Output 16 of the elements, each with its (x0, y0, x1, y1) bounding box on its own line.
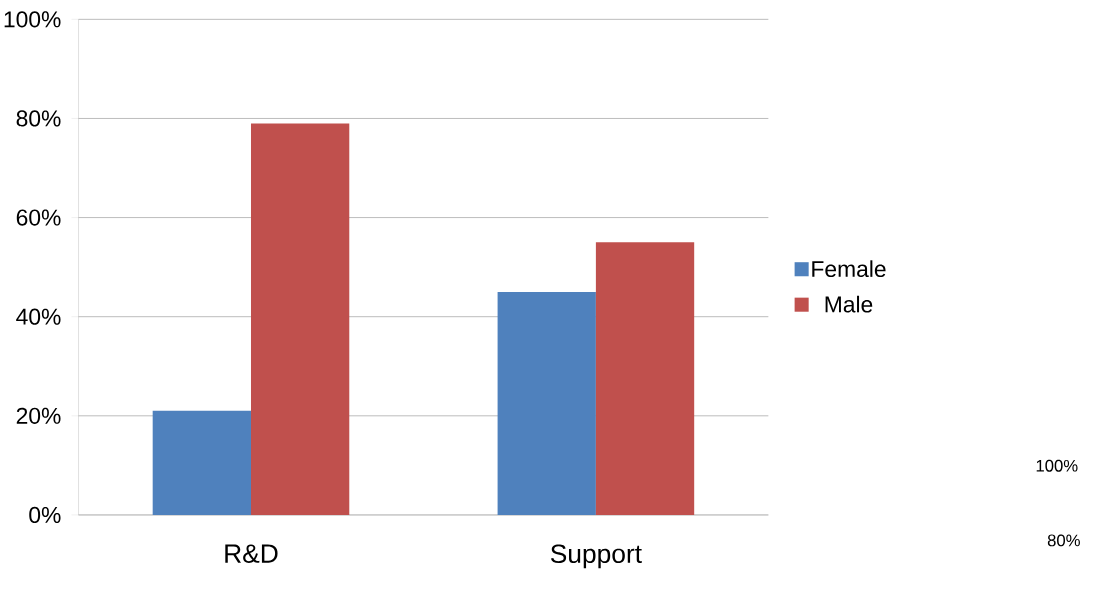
text: 80% (1047, 534, 1080, 547)
bar (250, 123, 350, 515)
legend-label: Male (825, 295, 873, 313)
bar (152, 410, 251, 515)
bar (497, 291, 596, 515)
y-tick-label: 60% (16, 209, 61, 226)
y-tick-label: 80% (16, 110, 61, 127)
bar (595, 242, 695, 515)
y-tick-label: 40% (16, 308, 61, 325)
y-tick-label: 0% (29, 506, 61, 523)
legend-label: Female (812, 260, 886, 277)
y-tick-label: 20% (16, 407, 61, 424)
x-tick-label: Support (550, 544, 642, 569)
x-tick-label: R&D (225, 544, 278, 563)
y-tick-label: 100% (4, 11, 61, 28)
text: 100% (1036, 459, 1078, 472)
